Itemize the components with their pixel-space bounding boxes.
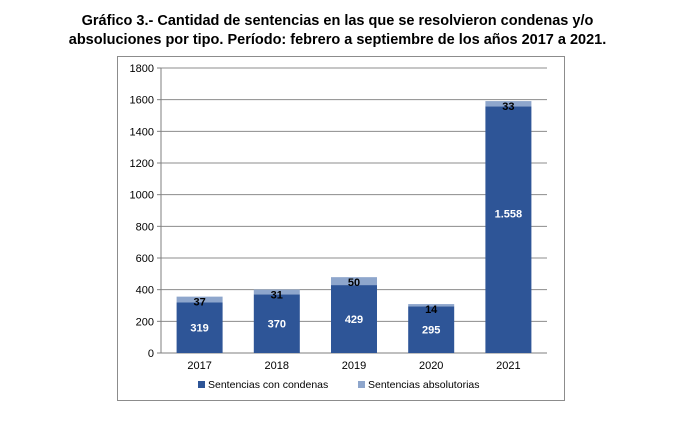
bar-condenas-2019 — [331, 285, 377, 353]
data-label-condenas-2019: 429 — [345, 314, 363, 326]
y-tick-label-4: 800 — [136, 221, 154, 233]
bar-absolutorias-2018 — [253, 289, 300, 295]
chart-title-line-2: absoluciones por tipo. Período: febrero … — [68, 32, 607, 48]
bar-absolutorias-2019 — [331, 277, 377, 286]
y-tick-label-2: 400 — [136, 285, 154, 297]
chart-title: Gráfico 3.- Cantidad de sentencias en la… — [0, 12, 675, 50]
data-label-condenas-2021: 1.558 — [495, 208, 523, 220]
y-tick-label-7: 1400 — [130, 126, 154, 138]
data-label-absolutorias-2018: 31 — [271, 290, 283, 302]
legend-swatch-1 — [358, 381, 365, 388]
data-label-condenas-2017: 319 — [190, 323, 208, 335]
x-tick-label-2020: 2020 — [419, 360, 443, 372]
x-tick-label-2018: 2018 — [265, 360, 289, 372]
bar-condenas-2017 — [176, 302, 223, 353]
x-tick-label-2019: 2019 — [342, 360, 366, 372]
bar-absolutorias-2021 — [485, 101, 532, 107]
y-tick-label-9: 1800 — [130, 63, 154, 75]
legend-swatch-0 — [198, 381, 205, 388]
bar-condenas-2020 — [408, 306, 455, 353]
y-tick-label-0: 0 — [148, 348, 154, 360]
y-tick-label-8: 1600 — [130, 95, 154, 107]
stacked-bar-chart: 0 200 400 600 800 1000 1200 1400 1600 1800 319 37 20… — [130, 63, 547, 391]
y-tick-label-6: 1200 — [130, 158, 154, 170]
y-tick-label-3: 600 — [136, 253, 154, 265]
data-label-absolutorias-2021: 33 — [502, 101, 514, 113]
chart-title-line-1: Gráfico 3.- Cantidad de sentencias en la… — [81, 13, 594, 29]
y-tick-label-5: 1000 — [130, 190, 154, 202]
bar-condenas-2021 — [485, 106, 532, 353]
bar-absolutorias-2017 — [176, 296, 223, 303]
data-label-absolutorias-2017: 37 — [193, 297, 205, 309]
data-label-condenas-2018: 370 — [268, 319, 286, 331]
x-tick-label-2021: 2021 — [496, 360, 520, 372]
chart-frame: 0 200 400 600 800 1000 1200 1400 1600 1800 319 37 20… — [117, 56, 565, 401]
data-label-absolutorias-2020: 14 — [425, 304, 438, 316]
data-label-condenas-2020: 295 — [422, 325, 440, 337]
legend-label-1: Sentencias absolutorias — [368, 379, 480, 391]
y-tick-label-1: 200 — [136, 316, 154, 328]
data-label-absolutorias-2019: 50 — [348, 277, 360, 289]
legend-label-0: Sentencias con condenas — [208, 379, 328, 391]
x-tick-label-2017: 2017 — [187, 360, 211, 372]
bar-condenas-2018 — [253, 294, 300, 353]
bar-absolutorias-2020 — [408, 304, 455, 307]
